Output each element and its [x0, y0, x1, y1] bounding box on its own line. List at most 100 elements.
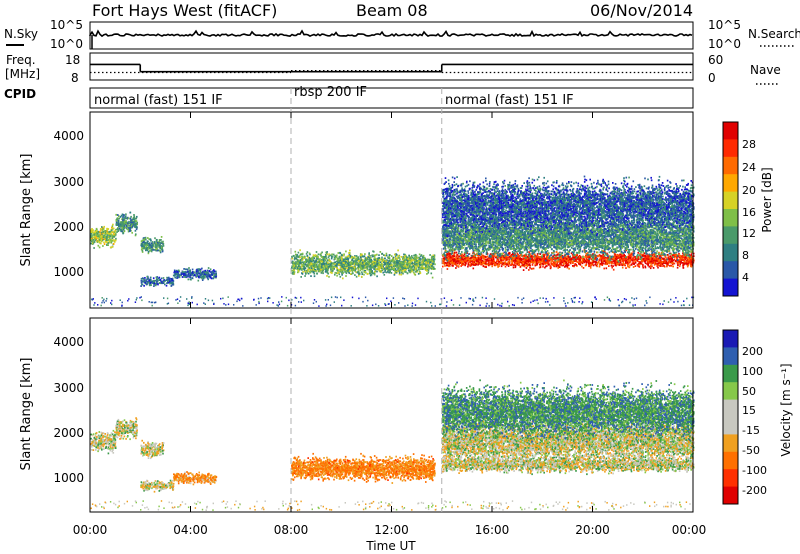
- scatter-cell: [101, 237, 104, 240]
- scatter-cell: [199, 274, 201, 277]
- scatter-cell: [431, 257, 433, 260]
- scatter-cell: [107, 244, 109, 246]
- scatter-cell: [187, 270, 189, 273]
- scatter-cell: [414, 258, 416, 261]
- scatter-cell: [381, 256, 383, 259]
- scatter-cell: [323, 262, 325, 265]
- scatter-cell: [154, 249, 156, 251]
- scatter-cell: [340, 264, 343, 266]
- scatter-cell: [124, 226, 127, 229]
- scatter-cell: [431, 255, 433, 258]
- scatter-cell: [100, 239, 103, 242]
- scatter-cell: [332, 253, 335, 256]
- scatter-cell: [326, 271, 329, 274]
- scatter-cell: [317, 260, 319, 263]
- scatter-cell: [432, 259, 435, 262]
- scatter-cell: [324, 253, 327, 256]
- scatter-cell: [148, 284, 151, 287]
- scatter-cell: [408, 270, 411, 273]
- scatter-cell: [115, 213, 117, 216]
- power-ylabel: Slant Range [km]: [19, 154, 34, 267]
- scatter-cell: [447, 255, 450, 258]
- scatter-cell: [650, 264, 652, 267]
- scatter-cell: [472, 267, 475, 270]
- scatter-cell: [141, 244, 143, 247]
- scatter-cell: [486, 255, 489, 258]
- scatter-cell: [400, 266, 403, 268]
- scatter-cell: [195, 272, 197, 274]
- scatter-cell: [314, 255, 317, 258]
- scatter-cell: [340, 262, 343, 264]
- scatter-cell: [532, 267, 535, 270]
- nave-label: Nave: [750, 63, 781, 77]
- scatter-cell: [100, 231, 103, 234]
- scatter-cell: [408, 254, 410, 257]
- scatter-cell: [325, 262, 327, 265]
- scatter-cell: [135, 217, 138, 220]
- scatter-cell: [363, 273, 365, 276]
- scatter-cell: [339, 270, 342, 273]
- scatter-cell: [146, 275, 148, 278]
- scatter-cell: [433, 254, 436, 257]
- scatter-cell: [364, 253, 366, 255]
- scatter-cell: [143, 278, 146, 281]
- scatter-cell: [456, 257, 459, 260]
- scatter-cell: [97, 237, 99, 239]
- scatter-cell: [153, 285, 155, 287]
- scatter-cell: [130, 226, 133, 229]
- scatter-cell: [292, 270, 294, 272]
- scatter-cell: [379, 251, 382, 253]
- scatter-cell: [126, 225, 129, 227]
- scatter-cell: [351, 256, 353, 259]
- scatter-cell: [199, 271, 202, 274]
- scatter-cell: [110, 238, 113, 241]
- scatter-cell: [302, 270, 304, 273]
- scatter-cell: [678, 265, 681, 268]
- scatter-cell: [358, 274, 360, 277]
- scatter-cell: [411, 269, 413, 272]
- scatter-cell: [305, 252, 308, 255]
- scatter-cell: [149, 247, 151, 250]
- scatter-cell: [309, 262, 312, 264]
- scatter-cell: [121, 218, 123, 221]
- scatter-cell: [383, 267, 386, 270]
- scatter-cell: [321, 263, 323, 266]
- scatter-cell: [368, 269, 371, 272]
- scatter-cell: [295, 262, 297, 264]
- scatter-cell: [405, 258, 407, 261]
- scatter-cell: [415, 255, 418, 257]
- scatter-cell: [156, 280, 158, 283]
- scatter-cell: [299, 249, 301, 252]
- scatter-cell: [203, 270, 205, 273]
- scatter-cell: [104, 231, 107, 234]
- scatter-cell: [389, 270, 391, 273]
- scatter-cell: [373, 255, 376, 258]
- scatter-cell: [113, 231, 116, 234]
- scatter-cell: [397, 268, 399, 271]
- scatter-cell: [426, 270, 428, 272]
- scatter-cell: [316, 263, 318, 266]
- scatter-cell: [136, 221, 138, 224]
- scatter-cell: [381, 258, 384, 261]
- scatter-cell: [113, 230, 115, 233]
- scatter-cell: [418, 260, 421, 262]
- scatter-cell: [90, 242, 93, 245]
- scatter-cell: [107, 231, 110, 233]
- scatter-cell: [118, 225, 120, 228]
- scatter-cell: [195, 273, 198, 275]
- scatter-cell: [392, 258, 394, 261]
- scatter-cell: [425, 269, 427, 271]
- scatter-cell: [372, 254, 374, 257]
- scatter-cell: [422, 263, 425, 265]
- scatter-cell: [107, 228, 110, 230]
- scatter-cell: [344, 262, 347, 265]
- scatter-cell: [382, 265, 384, 268]
- scatter-cell: [325, 267, 328, 270]
- scatter-cell: [340, 270, 343, 272]
- scatter-cell: [349, 254, 352, 257]
- scatter-cell: [446, 268, 449, 270]
- scatter-cell: [324, 258, 327, 260]
- scatter-cell: [403, 265, 405, 268]
- scatter-cell: [411, 255, 413, 257]
